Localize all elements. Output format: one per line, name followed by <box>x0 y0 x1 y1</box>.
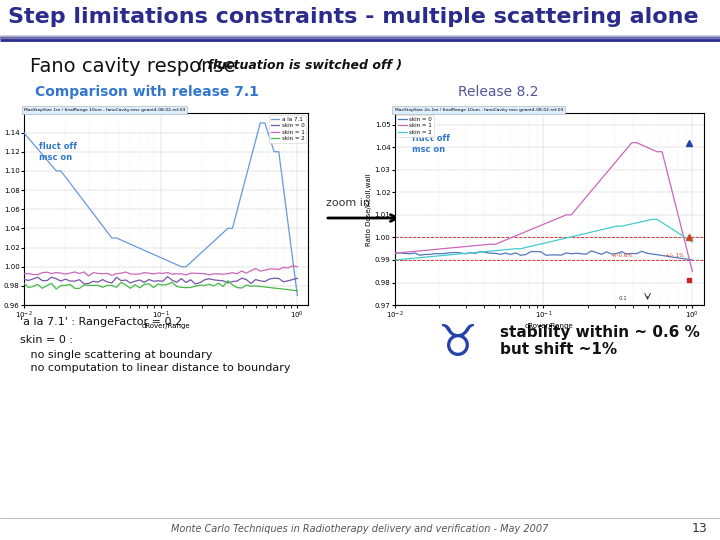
Text: zoom in: zoom in <box>326 198 370 208</box>
Text: Step limitations constraints - multiple scattering alone: Step limitations constraints - multiple … <box>8 7 698 27</box>
Legend: a la 7.1, skin = 0, skin = 1, skin = 2: a la 7.1, skin = 0, skin = 1, skin = 2 <box>269 115 307 143</box>
Text: fluct off
msc on: fluct off msc on <box>412 134 449 154</box>
Text: fluct off
msc on: fluct off msc on <box>40 142 77 162</box>
Text: MaxStepSize 2e-1m / finalRange 10um - fanoCavity msc geant4-08-02-ref-03: MaxStepSize 2e-1m / finalRange 10um - fa… <box>395 109 563 112</box>
Text: ♉: ♉ <box>438 322 478 366</box>
Text: Release 8.2: Release 8.2 <box>458 85 539 99</box>
Text: MaxStepSize 1m / finalRange 10um - fanoCavity-msc geant4-08-02-ref-03: MaxStepSize 1m / finalRange 10um - fanoC… <box>24 109 185 112</box>
Text: no single scattering at boundary: no single scattering at boundary <box>20 350 212 360</box>
Text: Fano cavity response: Fano cavity response <box>30 57 235 76</box>
X-axis label: dRover/Range: dRover/Range <box>142 323 190 329</box>
Text: 0.1: 0.1 <box>618 295 627 301</box>
X-axis label: dRover/Range: dRover/Range <box>525 323 574 329</box>
Text: 'a la 7.1' : RangeFactor = 0.2: 'a la 7.1' : RangeFactor = 0.2 <box>20 317 182 327</box>
Y-axis label: Ratio Dose/Kcoll,wall: Ratio Dose/Kcoll,wall <box>0 173 1 246</box>
Text: ( fluctuation is switched off ): ( fluctuation is switched off ) <box>193 59 402 72</box>
Bar <box>0 35 720 40</box>
Text: +/-0.6%: +/-0.6% <box>610 253 633 258</box>
Legend: skin = 0, skin = 1, skin = 2: skin = 0, skin = 1, skin = 2 <box>396 115 434 137</box>
Text: no computation to linear distance to boundary: no computation to linear distance to bou… <box>20 363 290 373</box>
Text: +/- 1%: +/- 1% <box>665 253 683 258</box>
Text: but shift ~1%: but shift ~1% <box>500 342 617 357</box>
Text: 13: 13 <box>692 523 708 536</box>
Text: Comparison with release 7.1: Comparison with release 7.1 <box>35 85 259 99</box>
Y-axis label: Ratio Dose/Kcoll,wall: Ratio Dose/Kcoll,wall <box>366 173 372 246</box>
Text: stability within ~ 0.6 %: stability within ~ 0.6 % <box>500 325 700 340</box>
Text: skin = 0 :: skin = 0 : <box>20 335 73 345</box>
Text: Monte Carlo Techniques in Radiotherapy delivery and verification - May 2007: Monte Carlo Techniques in Radiotherapy d… <box>171 524 549 534</box>
